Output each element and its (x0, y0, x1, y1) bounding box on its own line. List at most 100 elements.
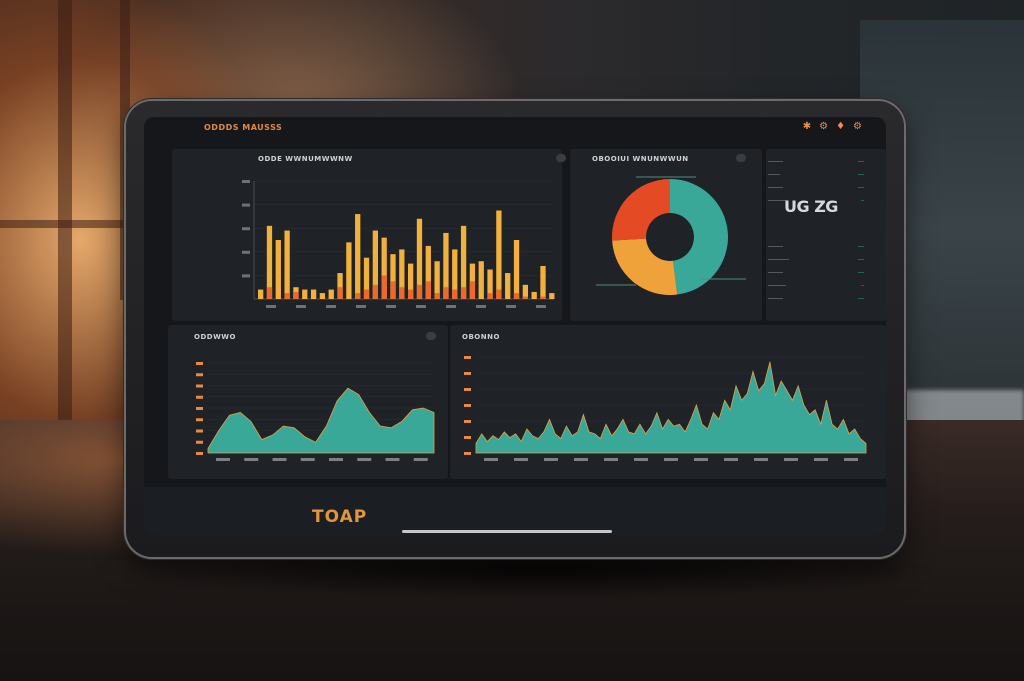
bar (372, 230, 378, 299)
x-tick-label (357, 458, 372, 461)
bar-chart-menu-button[interactable] (556, 154, 566, 162)
bar (275, 240, 281, 299)
area-series (207, 387, 435, 454)
settings-icon[interactable]: ⚙ (819, 121, 829, 132)
y-tick-label (242, 203, 250, 207)
bar-segment (399, 287, 405, 299)
x-tick-label (664, 458, 678, 461)
stat-row: ──── ── (768, 172, 864, 178)
stat-row: ─────── (768, 296, 864, 302)
x-tick-label (544, 458, 558, 461)
bar-segment (522, 296, 528, 299)
y-tick-label (196, 384, 203, 388)
bar (487, 269, 493, 299)
stat-value-small: ─ (860, 198, 864, 204)
x-tick-label (694, 458, 708, 461)
bar-segment (452, 289, 458, 299)
bar-segment (390, 281, 396, 299)
tablet-device: ODDDS MAUSSS ✱ ⚙ ♦ ⚙ ━━━━━─────━━━━─────… (126, 101, 904, 557)
bar-segment (425, 281, 431, 299)
bar-segment (293, 291, 299, 299)
bar-segment (513, 293, 520, 299)
bar (302, 289, 308, 299)
bar-segment (284, 293, 290, 299)
donut-menu-button[interactable] (736, 154, 746, 162)
bar (469, 263, 476, 299)
x-tick-label (385, 458, 400, 461)
stat-value-small: ── (857, 185, 864, 191)
x-tick-label (574, 458, 588, 461)
bar-segment (460, 287, 467, 299)
x-tick-label (476, 305, 486, 308)
y-tick-label (196, 429, 203, 433)
bar-segment (443, 287, 449, 299)
x-tick-label (356, 305, 366, 308)
bar (505, 273, 511, 299)
bar (540, 265, 546, 299)
area-chart-1-menu-button[interactable] (426, 332, 436, 340)
y-tick-label (242, 274, 250, 278)
x-tick-label (266, 305, 276, 308)
bar-chart (242, 180, 555, 308)
bar (460, 225, 467, 299)
window-frame-right (120, 0, 130, 300)
stat-row: ─────── (768, 270, 864, 276)
bar (434, 261, 440, 299)
bar (478, 261, 484, 299)
x-tick-label (300, 458, 315, 461)
bar (319, 293, 326, 299)
bar (549, 293, 555, 299)
bar (416, 218, 423, 299)
stat-label: ───── (768, 159, 784, 165)
bar (266, 225, 273, 299)
area-series (475, 361, 867, 454)
stat-label: ────── (768, 198, 787, 204)
bar (496, 210, 502, 299)
x-tick-label (272, 458, 287, 461)
x-tick-label (634, 458, 648, 461)
x-tick-label (844, 458, 858, 461)
stat-row: ─────── (768, 198, 864, 204)
y-tick-label (464, 404, 471, 407)
bar (363, 257, 370, 299)
x-tick-label (536, 305, 546, 308)
stat-label: ───── (768, 185, 784, 191)
y-tick-label (242, 250, 250, 254)
user-icon[interactable]: ♦ (836, 121, 846, 132)
bar (531, 291, 537, 299)
stat-value: UG ZG (784, 197, 838, 216)
home-indicator[interactable] (402, 530, 612, 533)
bar (443, 232, 449, 299)
stat-row: ─────── (768, 159, 864, 165)
x-tick-label (724, 458, 738, 461)
menu-icon[interactable]: ⚙ (853, 121, 862, 132)
y-tick-label (464, 372, 471, 375)
bottom-panel (144, 487, 886, 535)
stats-list: ───── ── ──── ── ───── ── ────── ─ ───── ── ──────… (768, 159, 864, 309)
bar (337, 273, 343, 299)
y-tick-label (196, 407, 203, 410)
x-tick-label (754, 458, 768, 461)
bar (522, 284, 528, 299)
donut-chart-title: OBOOIUI WNUNWWUN (592, 155, 689, 163)
y-tick-label (196, 418, 203, 422)
bar-segment (363, 289, 370, 299)
x-tick-label (329, 458, 343, 461)
bar-segment (372, 284, 378, 299)
bar-segment (337, 287, 343, 299)
bar (346, 242, 352, 299)
bottom-panel-label: TOAP (312, 507, 368, 527)
area-chart-1 (196, 362, 435, 461)
y-tick-label (242, 227, 250, 231)
stat-value-small: ── (857, 244, 864, 250)
stat-label: ───── (768, 244, 784, 250)
dashboard-header: ODDDS MAUSSS ✱ ⚙ ♦ ⚙ (144, 117, 886, 143)
y-tick-label (464, 388, 471, 391)
stat-label: ───── (768, 270, 784, 276)
stat-value-small: ── (857, 270, 864, 276)
bar (452, 249, 458, 299)
x-tick-label (446, 305, 456, 308)
stat-label: ───── (768, 296, 784, 302)
gear-icon[interactable]: ✱ (802, 121, 812, 132)
bar-segment (381, 275, 387, 299)
